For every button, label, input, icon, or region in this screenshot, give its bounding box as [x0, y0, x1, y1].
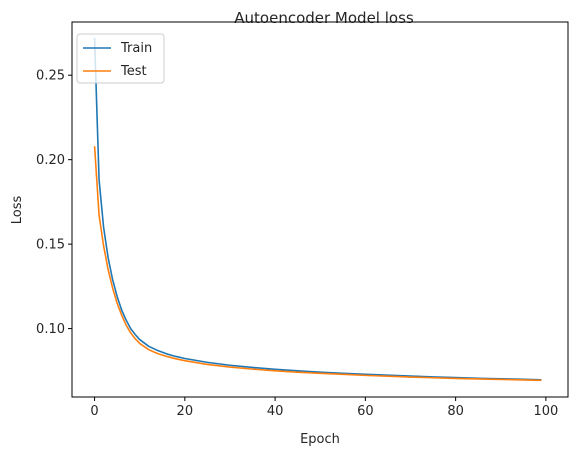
chart-title: Autoencoder Model loss: [234, 9, 414, 27]
y-tick-label: 0.20: [36, 153, 65, 168]
x-tick-label: 100: [533, 404, 558, 419]
y-tick-label: 0.10: [36, 322, 65, 337]
x-tick-label: 80: [447, 404, 464, 419]
x-tick-label: 40: [267, 404, 284, 419]
axes-frame: [71, 21, 569, 398]
axis-ticks: 0 20 40 60 80 100 0.10 0.15 0.20 0.25: [36, 69, 558, 419]
y-axis-label: Loss: [10, 196, 25, 225]
plot-area: [93, 38, 542, 382]
series-line-train: [93, 38, 542, 381]
legend-label-test: Test: [120, 64, 147, 79]
x-tick-label: 0: [90, 404, 98, 419]
y-tick-label: 0.15: [36, 238, 65, 253]
legend-label-train: Train: [120, 41, 152, 56]
y-tick-label: 0.25: [36, 69, 65, 84]
x-tick-label: 60: [357, 404, 374, 419]
x-tick-label: 20: [177, 404, 194, 419]
series-line-test: [93, 146, 542, 382]
x-axis-label: Epoch: [300, 432, 340, 447]
legend: Train Test: [76, 33, 165, 84]
